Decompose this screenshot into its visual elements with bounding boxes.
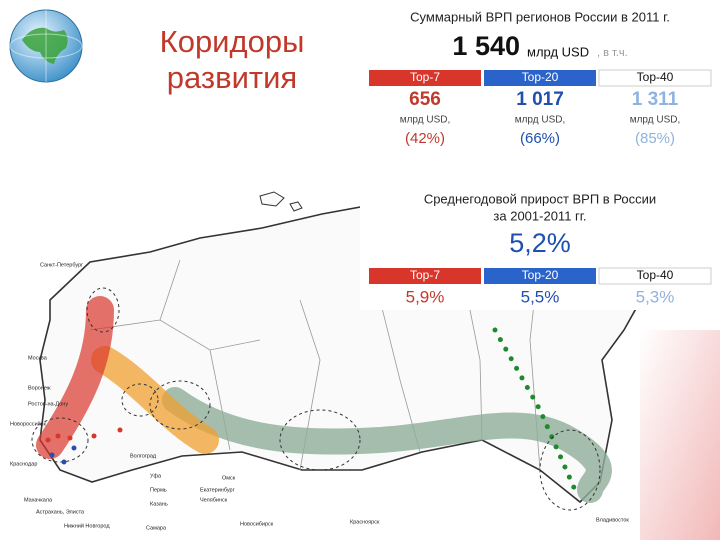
- growth-heading: за 2001-2011 гг.: [493, 208, 586, 223]
- city-label: Екатеринбург: [200, 487, 235, 493]
- corridor-volga: [91, 346, 219, 454]
- group-header: [484, 70, 596, 86]
- city-label: Самара: [146, 525, 167, 531]
- city-label: Красноярск: [350, 519, 380, 525]
- group-name: Top-40: [637, 70, 674, 84]
- group-value: 656: [409, 89, 441, 110]
- city-label: Махачкала: [24, 497, 53, 503]
- group-header: [598, 267, 712, 285]
- info-panel: [360, 0, 720, 310]
- city-label: Ростов-на-Дону: [28, 401, 68, 407]
- city-label: Нижний Новгород: [64, 522, 110, 529]
- group-header: [484, 268, 596, 284]
- gdp-groups: Top-7 656 млрд USD, (42%) Top-20 1 017 млрд US…: [369, 69, 712, 147]
- city-label: Новороссийск: [10, 420, 46, 427]
- group-share: (42%): [405, 130, 445, 147]
- group-value: 5,5%: [521, 287, 560, 306]
- group-header: [369, 70, 481, 86]
- corridor-west: [36, 296, 114, 459]
- dotted-route: [492, 327, 578, 493]
- group-name: Top-20: [522, 268, 559, 282]
- group-unit: млрд USD,: [630, 115, 681, 126]
- city-label: Уфа: [150, 473, 162, 479]
- city-label: Санкт-Петербург: [40, 262, 83, 268]
- city-label: Москва: [28, 355, 48, 361]
- gdp-note: , в т.ч.: [597, 47, 628, 59]
- slide-title-line: Коридоры: [160, 24, 305, 59]
- growth-heading: Среднегодовой прирост ВРП в России: [424, 191, 656, 206]
- city-labels: Санкт-Петербург Москва Воронеж Ростов-на-До…: [10, 262, 629, 531]
- slide-title-line: развития: [167, 60, 297, 95]
- group-value: 5,3%: [636, 287, 675, 306]
- growth-groups: Top-7 5,9% Top-20 5,5% Top-40 5,3%: [369, 267, 712, 306]
- group-value: 1 017: [516, 89, 564, 110]
- city-label: Казань: [150, 501, 168, 507]
- group-header: [598, 69, 712, 87]
- globe-icon: [9, 9, 83, 83]
- region-borders: [89, 249, 541, 471]
- growth-total: 5,2%: [509, 228, 571, 258]
- city-label: Воронеж: [28, 385, 51, 391]
- city-label: Омск: [222, 475, 236, 481]
- group-name: Top-7: [410, 268, 440, 282]
- city-label: Астрахань, Элиста: [36, 509, 85, 515]
- city-label: Волгоград: [130, 453, 157, 459]
- group-name: Top-40: [637, 268, 674, 282]
- group-name: Top-20: [522, 70, 559, 84]
- hub-circles: [31, 287, 601, 511]
- corridor-east: [162, 387, 612, 503]
- group-unit: млрд USD,: [400, 115, 451, 126]
- city-label: Новосибирск: [240, 521, 274, 527]
- group-value: 5,9%: [406, 287, 445, 306]
- city-label: Владивосток: [596, 517, 629, 523]
- group-share: (85%): [635, 130, 675, 147]
- city-label: Пермь: [150, 487, 167, 493]
- group-share: (66%): [520, 130, 560, 147]
- city-label: Челябинск: [200, 497, 228, 503]
- gdp-unit: млрд USD: [527, 44, 589, 59]
- group-header: [369, 268, 481, 284]
- group-name: Top-7: [410, 70, 440, 84]
- background-accent: [640, 330, 720, 540]
- city-dots: [45, 427, 123, 465]
- city-label: Краснодар: [10, 461, 37, 467]
- group-value: 1 311: [632, 89, 679, 110]
- group-unit: млрд USD,: [515, 115, 566, 126]
- gdp-heading: Суммарный ВРП регионов России в 2011 г.: [410, 9, 670, 24]
- gdp-total: 1 540: [452, 31, 520, 61]
